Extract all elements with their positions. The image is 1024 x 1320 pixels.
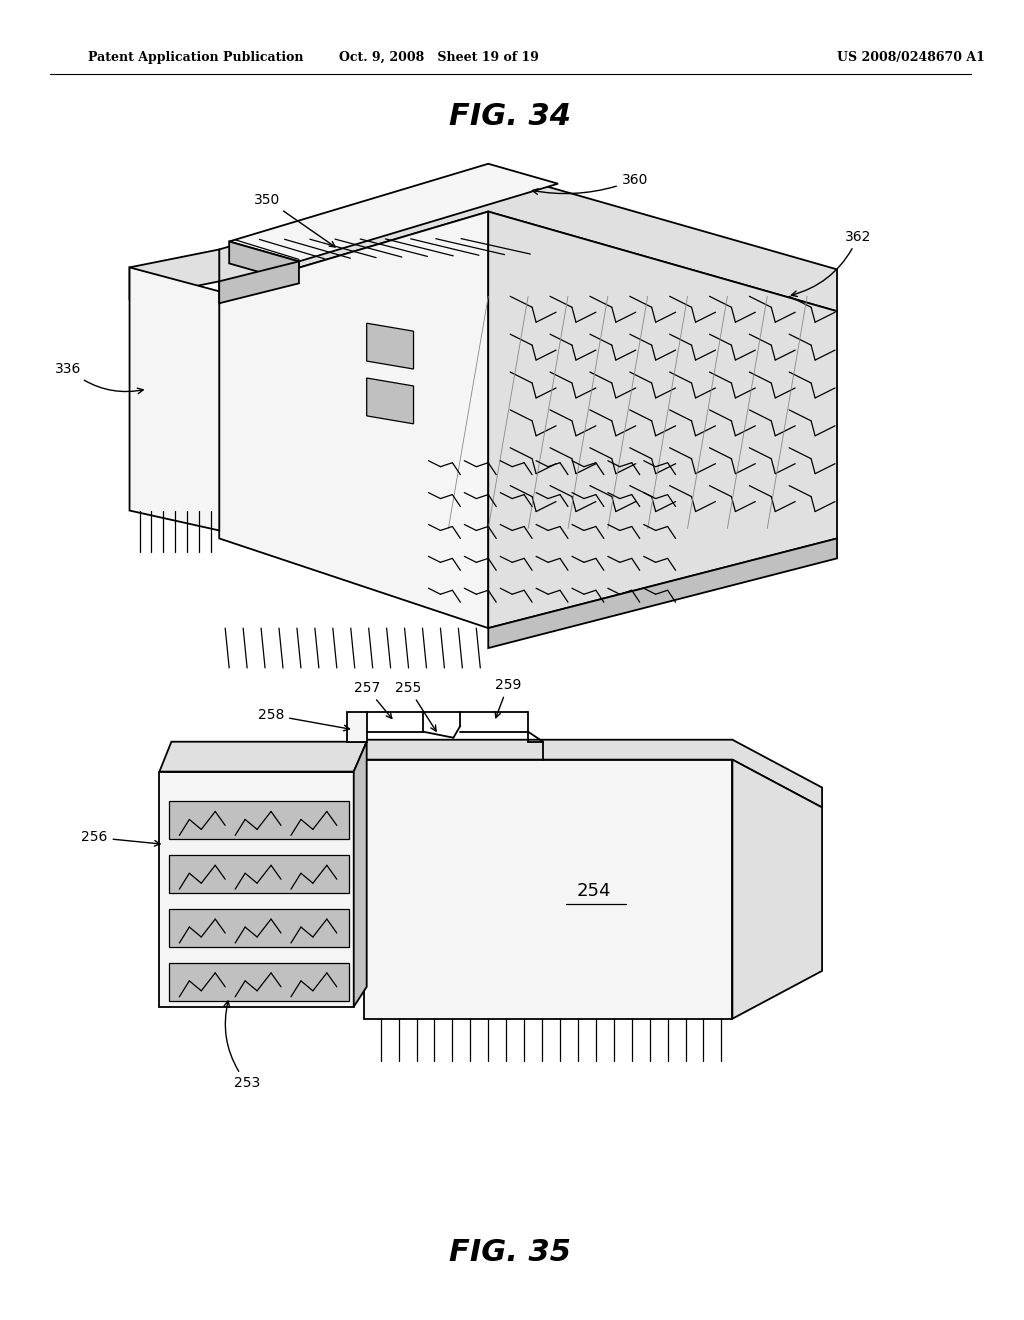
Text: 350: 350 [254,193,335,247]
Text: 254: 254 [577,882,611,900]
Polygon shape [229,164,558,261]
Polygon shape [229,242,299,284]
Polygon shape [488,539,837,648]
Polygon shape [169,801,349,840]
Text: Oct. 9, 2008   Sheet 19 of 19: Oct. 9, 2008 Sheet 19 of 19 [339,50,539,63]
Polygon shape [364,759,732,1019]
Text: 336: 336 [55,362,143,393]
Polygon shape [169,855,349,894]
Polygon shape [347,711,367,742]
Polygon shape [488,211,837,628]
Text: 259: 259 [495,678,521,718]
Polygon shape [169,962,349,1001]
Polygon shape [130,249,219,300]
Polygon shape [169,909,349,946]
Polygon shape [367,323,414,370]
Text: 253: 253 [224,1001,260,1090]
Polygon shape [732,759,822,1019]
Text: 257: 257 [353,681,392,718]
Polygon shape [160,772,353,1007]
Text: 255: 255 [395,681,436,731]
Text: 360: 360 [532,173,648,194]
Polygon shape [219,211,488,628]
Polygon shape [219,170,837,312]
Polygon shape [130,268,219,531]
Polygon shape [353,742,367,1007]
Text: FIG. 35: FIG. 35 [450,1238,571,1267]
Polygon shape [367,378,414,424]
Text: Patent Application Publication: Patent Application Publication [88,50,303,63]
Text: 256: 256 [81,830,160,846]
Text: 362: 362 [792,230,871,297]
Polygon shape [160,742,367,772]
Polygon shape [219,261,299,304]
Polygon shape [364,739,822,808]
Text: 258: 258 [258,708,349,731]
Text: FIG. 34: FIG. 34 [450,103,571,132]
Text: US 2008/0248670 A1: US 2008/0248670 A1 [837,50,985,63]
